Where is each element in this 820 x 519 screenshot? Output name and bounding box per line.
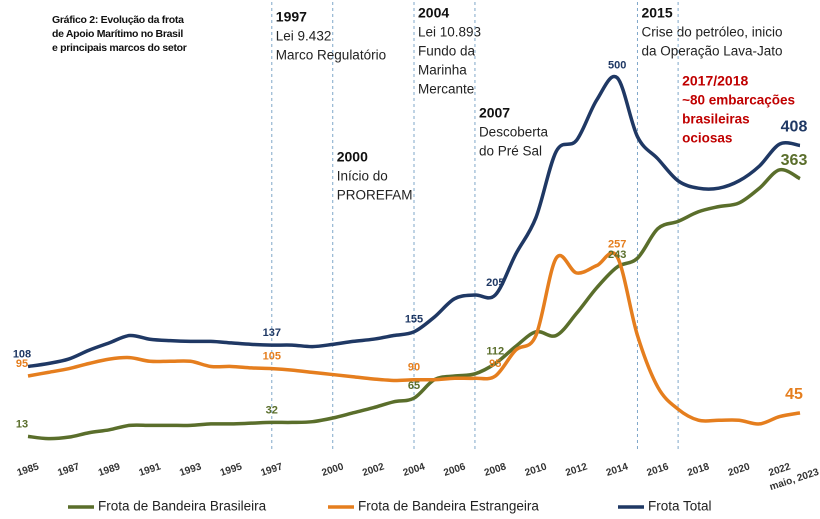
legend-label: Frota de Bandeira Brasileira [98,499,267,514]
milestone-text: Lei 10.893 [418,25,481,40]
milestone-text: Lei 9.432 [276,29,332,44]
milestone-text: ociosas [682,131,732,146]
x-tick-label: 1985 [16,461,41,478]
milestone-year: 1997 [276,9,307,25]
milestone-year: 2004 [418,5,449,21]
milestone-text: Crise do petróleo, inicio [641,25,782,40]
milestone-text: Fundo da [418,44,476,59]
milestone-text: Mercante [418,82,474,97]
x-tick-label: 2016 [646,461,671,478]
milestone-text: Descoberta [479,125,549,140]
x-tick-label: 2014 [605,461,630,478]
x-tick-label: 2000 [321,461,346,478]
milestone-text: PROREFAM [337,188,413,203]
milestone-year: 2007 [479,105,510,121]
data-label: 257 [608,239,626,251]
x-tick-label: 2006 [442,461,467,478]
data-label: 155 [405,314,423,326]
data-label: 13 [16,418,28,430]
milestone-year: 2000 [337,149,368,165]
x-tick-label: 1993 [178,461,203,478]
series-line [27,74,801,369]
milestone-text: brasileiras [682,112,750,127]
data-label: 363 [781,152,808,169]
x-tick-label: 2012 [564,461,589,478]
legend-label: Frota Total [648,499,712,514]
milestone-year: 2017/2018 [682,73,748,89]
chart-title: e principais marcos do setor [52,42,187,54]
data-label: 95 [489,358,501,370]
data-label: 105 [263,351,281,363]
data-label: 32 [266,404,278,416]
x-tick-label: 1997 [260,461,285,478]
x-tick-label: 1989 [97,461,122,478]
x-tick-label: 1995 [219,461,244,478]
data-label: 205 [486,277,504,289]
legend-label: Frota de Bandeira Estrangeira [358,499,539,514]
milestone-text: da Operação Lava-Jato [641,44,782,59]
data-label: 112 [486,345,504,357]
x-tick-label: 2008 [483,461,508,478]
milestone-text: Marinha [418,63,467,78]
milestone-text: ~80 embarcações [682,93,795,108]
data-label: 500 [608,60,626,72]
series-line [27,167,801,441]
milestone-text: do Pré Sal [479,144,542,159]
data-label: 45 [785,386,803,403]
data-label: 243 [608,249,626,261]
data-label: 90 [408,362,420,374]
series-line [27,251,801,426]
milestone-text: Marco Regulatório [276,48,386,63]
chart-title: Gráfico 2: Evolução da frota [52,14,184,26]
milestone-year: 2015 [641,5,672,21]
x-tick-label: 2010 [524,461,549,478]
x-tick-label: 2002 [361,461,386,478]
chart-title: de Apoio Marítimo no Brasil [52,28,183,40]
x-tick-label: 2004 [402,461,427,478]
data-label: 408 [781,119,808,136]
milestone-text: Início do [337,169,388,184]
data-label: 65 [408,380,420,392]
x-tick-label: 1991 [138,461,163,478]
data-label: 95 [16,358,28,370]
data-label: 108 [13,348,31,360]
x-tick-label: 1987 [56,461,81,478]
data-label: 137 [263,327,281,339]
x-tick-label: 2020 [727,461,752,478]
x-tick-label: 2018 [686,461,711,478]
